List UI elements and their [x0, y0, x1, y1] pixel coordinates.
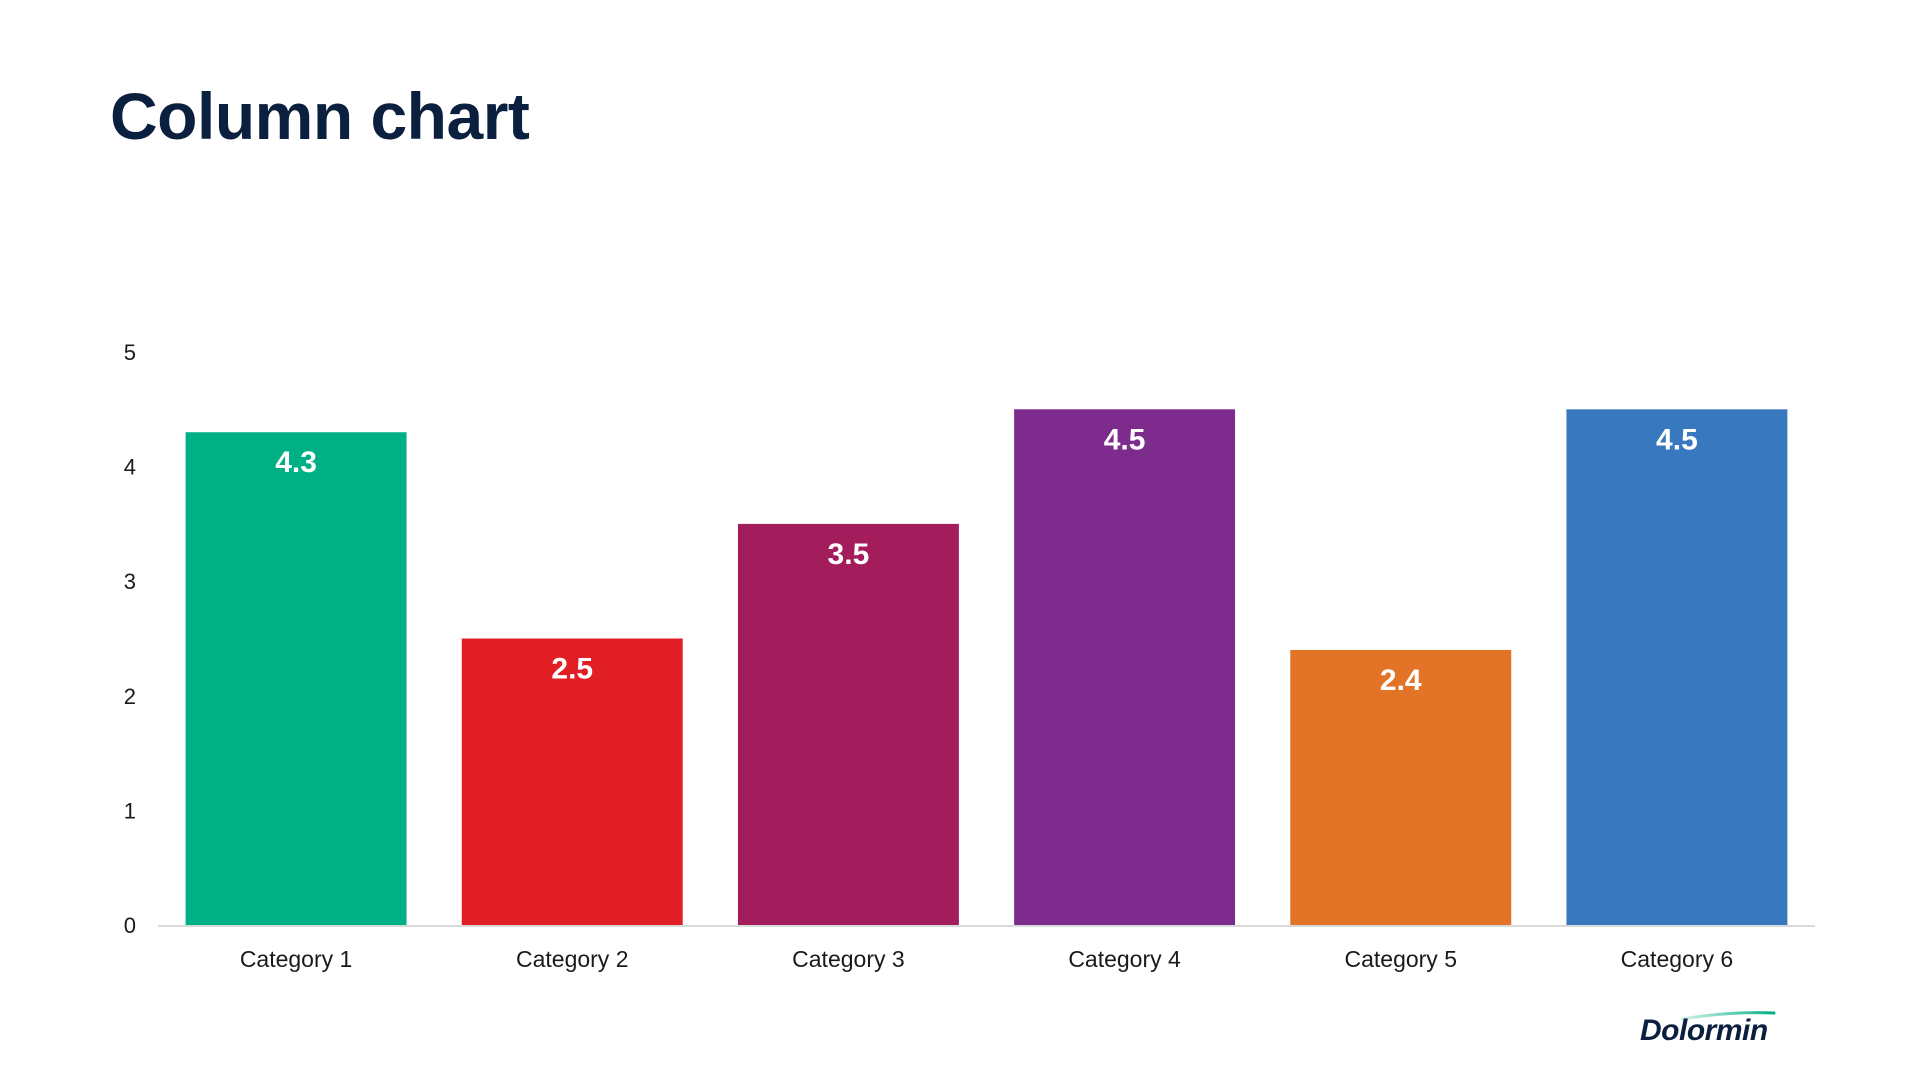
data-label: 4.5	[1656, 423, 1698, 456]
y-tick-label: 4	[124, 455, 136, 480]
bar-category-4	[1014, 409, 1236, 925]
bar-category-1	[185, 432, 407, 925]
x-tick-label: Category 6	[1621, 946, 1734, 972]
data-labels: 4.3 2.5 3.5 4.5 2.4 4.5	[275, 423, 1698, 697]
y-tick-label: 3	[124, 569, 136, 594]
data-label: 3.5	[828, 538, 870, 571]
brand-logo: Dolormin	[1640, 1008, 1790, 1056]
y-tick-label: 1	[124, 798, 136, 823]
x-tick-label: Category 2	[516, 946, 629, 972]
y-tick-label: 0	[124, 913, 136, 938]
x-tick-label: Category 4	[1068, 946, 1181, 972]
data-label: 4.5	[1104, 423, 1146, 456]
y-axis-labels: 0 1 2 3 4 5	[124, 340, 136, 938]
data-label: 4.3	[275, 446, 317, 479]
bar-category-2	[461, 638, 683, 925]
bar-category-6	[1566, 409, 1788, 925]
bars	[185, 409, 1788, 925]
page-title: Column chart	[110, 79, 530, 153]
logo-text: Dolormin	[1640, 1014, 1768, 1047]
data-label: 2.4	[1380, 664, 1422, 697]
y-tick-label: 5	[124, 340, 136, 365]
data-label: 2.5	[551, 653, 593, 686]
x-tick-label: Category 3	[792, 946, 905, 972]
logo-swoosh-icon	[1680, 1011, 1776, 1021]
x-tick-label: Category 1	[240, 946, 353, 972]
y-tick-label: 2	[124, 684, 136, 709]
bar-category-5	[1290, 649, 1512, 925]
x-tick-label: Category 5	[1344, 946, 1457, 972]
bar-category-3	[737, 523, 959, 925]
x-axis-labels: Category 1 Category 2 Category 3 Category 4…	[240, 946, 1733, 972]
